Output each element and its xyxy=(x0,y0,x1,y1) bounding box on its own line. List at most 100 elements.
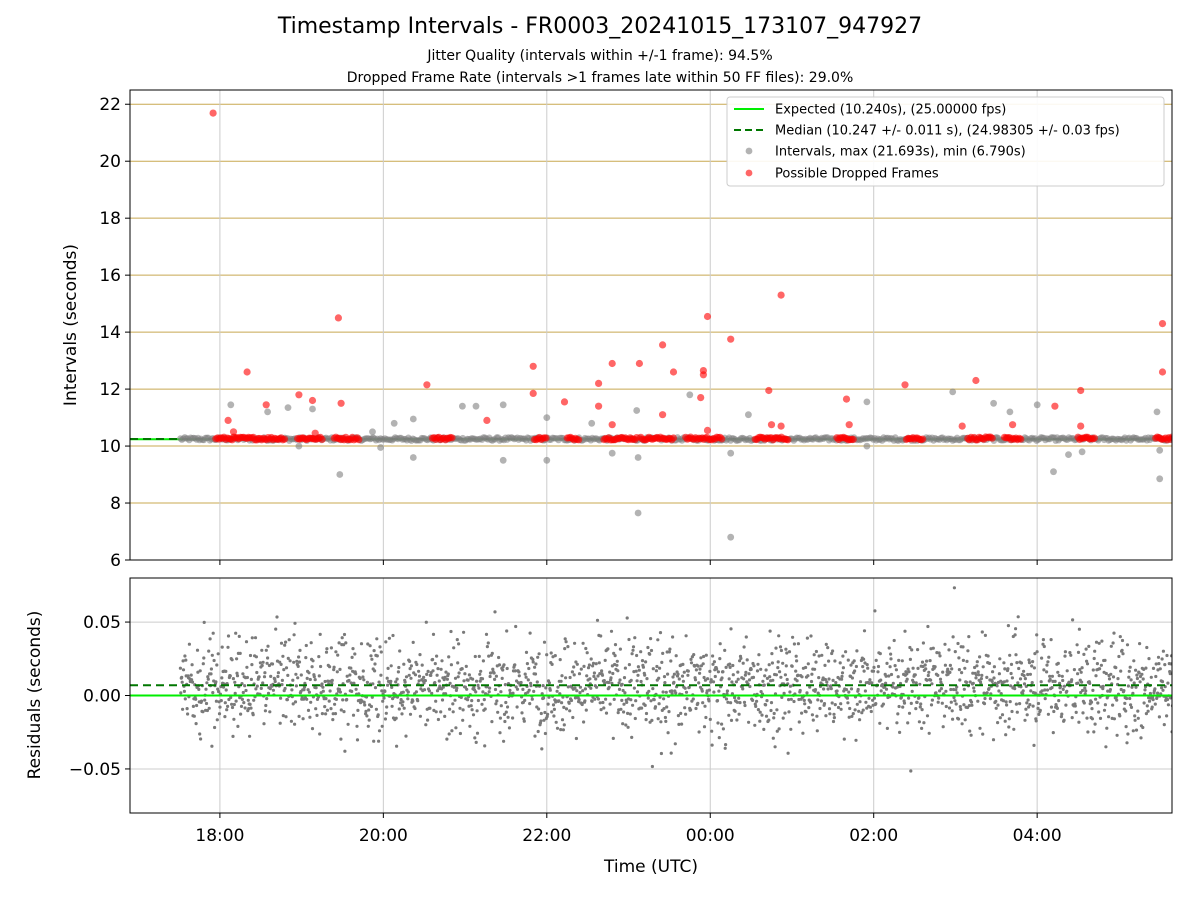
residual-point xyxy=(390,685,394,690)
dropped-frame-point xyxy=(1051,402,1059,410)
residual-point xyxy=(804,665,808,670)
residual-point xyxy=(470,708,474,712)
residual-point xyxy=(448,707,452,711)
residual-point xyxy=(737,712,741,716)
residual-point xyxy=(310,727,315,731)
residual-point xyxy=(477,654,481,659)
residual-point xyxy=(1048,677,1052,682)
residual-point xyxy=(674,654,678,658)
residual-point xyxy=(918,705,922,709)
residual-point xyxy=(812,653,816,657)
residual-point xyxy=(701,701,705,705)
residual-point xyxy=(872,665,876,670)
residual-point xyxy=(597,661,601,665)
residual-point xyxy=(1080,688,1085,693)
residual-point xyxy=(716,721,720,725)
residual-point xyxy=(320,712,324,716)
residual-point xyxy=(755,699,759,703)
residual-y-tick-label: 0.05 xyxy=(83,613,121,633)
residual-point xyxy=(327,699,331,703)
interval-outlier-point xyxy=(1078,448,1086,456)
residual-point xyxy=(621,688,625,693)
residual-point xyxy=(794,654,798,658)
residual-point xyxy=(644,711,649,716)
residual-point xyxy=(342,643,346,647)
residual-point xyxy=(952,586,957,590)
residual-point xyxy=(958,705,962,709)
residual-point xyxy=(229,695,233,700)
residual-point xyxy=(846,701,850,705)
residual-point xyxy=(908,657,913,662)
residual-point xyxy=(1085,659,1089,663)
residual-point xyxy=(1027,658,1031,662)
residual-point xyxy=(573,641,577,645)
residual-point xyxy=(754,704,758,709)
residual-point xyxy=(184,658,188,662)
residual-point xyxy=(797,720,801,724)
residual-point xyxy=(813,688,818,692)
residual-point xyxy=(1135,673,1139,677)
residual-point xyxy=(294,672,298,676)
residual-point xyxy=(429,673,433,678)
residual-point xyxy=(342,710,346,714)
residual-point xyxy=(1143,688,1147,692)
residual-point xyxy=(987,661,992,666)
residual-point xyxy=(1049,638,1053,642)
residual-point xyxy=(1121,652,1125,656)
residual-point xyxy=(544,686,548,690)
residual-point xyxy=(703,704,707,708)
residual-point xyxy=(1039,680,1043,684)
residual-point xyxy=(1065,669,1069,673)
residual-point xyxy=(506,705,510,709)
residual-point xyxy=(305,697,309,701)
residual-point xyxy=(285,698,289,702)
residual-point xyxy=(863,689,868,693)
residual-point xyxy=(779,648,784,653)
residual-point xyxy=(611,736,615,741)
residual-point xyxy=(906,667,910,671)
legend-intervals-label: Intervals, max (21.693s), min (6.790s) xyxy=(775,145,1026,160)
residual-point xyxy=(1027,661,1032,665)
interval-outlier-point xyxy=(608,449,616,457)
residual-point xyxy=(736,670,740,674)
residual-point xyxy=(720,722,724,726)
residual-point xyxy=(562,705,566,710)
residual-point xyxy=(190,663,194,667)
residual-point xyxy=(1057,674,1061,678)
interval-outlier-point xyxy=(543,456,551,464)
residual-point xyxy=(1027,705,1031,709)
residual-point xyxy=(671,635,675,639)
residual-point xyxy=(570,670,575,674)
residual-point xyxy=(975,664,979,668)
residual-point xyxy=(962,703,966,707)
residual-point xyxy=(789,727,793,731)
residual-point xyxy=(439,710,443,714)
residual-point xyxy=(1132,681,1136,685)
residual-point xyxy=(475,709,479,713)
residual-point xyxy=(972,686,976,690)
residual-point xyxy=(623,691,627,695)
residual-point xyxy=(771,678,775,682)
residual-point xyxy=(331,712,335,716)
residual-point xyxy=(403,680,407,684)
residual-point xyxy=(245,665,249,669)
residual-point xyxy=(416,699,420,703)
residual-point xyxy=(635,653,639,658)
residual-point xyxy=(351,647,355,651)
residual-point xyxy=(914,681,918,685)
residual-point xyxy=(870,681,874,685)
residual-point xyxy=(281,654,285,658)
residual-point xyxy=(822,702,827,706)
residual-point xyxy=(671,675,675,679)
residual-point xyxy=(788,684,793,688)
residual-point xyxy=(262,675,267,679)
residual-point xyxy=(841,666,846,670)
residual-point xyxy=(792,699,796,704)
residual-point xyxy=(858,700,862,704)
residual-point xyxy=(573,686,577,690)
residual-point xyxy=(449,663,453,667)
residual-point xyxy=(634,699,638,703)
residual-point xyxy=(195,703,199,708)
residual-point xyxy=(254,655,258,659)
residual-point xyxy=(1052,709,1056,714)
